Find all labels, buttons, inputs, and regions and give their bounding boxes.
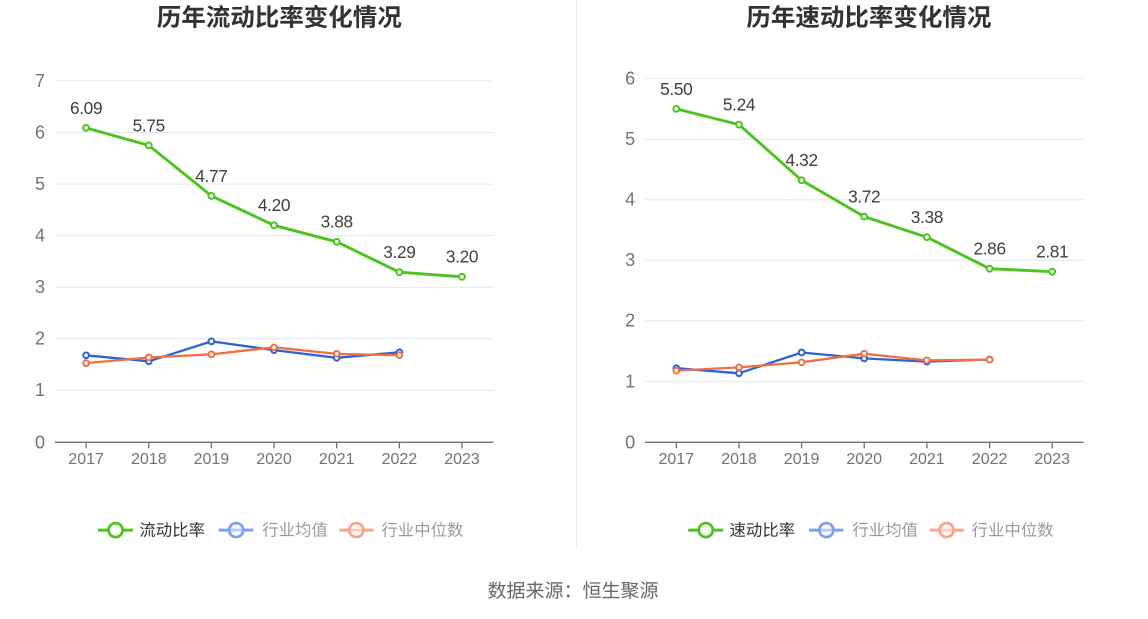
svg-text:4: 4: [35, 226, 45, 246]
svg-text:3: 3: [625, 250, 635, 270]
svg-text:5.24: 5.24: [723, 95, 756, 115]
svg-text:3.38: 3.38: [911, 207, 943, 227]
svg-text:2018: 2018: [131, 451, 167, 468]
svg-text:2: 2: [35, 329, 45, 349]
svg-text:4.32: 4.32: [785, 150, 817, 170]
svg-text:4.77: 4.77: [195, 166, 227, 186]
svg-text:2: 2: [625, 311, 635, 331]
svg-text:2.86: 2.86: [973, 239, 1005, 259]
svg-text:5: 5: [625, 129, 635, 149]
svg-text:3.72: 3.72: [848, 187, 880, 207]
svg-text:1: 1: [35, 380, 45, 400]
svg-text:3: 3: [35, 277, 45, 297]
svg-text:2022: 2022: [382, 451, 418, 468]
svg-text:1: 1: [625, 371, 635, 391]
svg-text:3.29: 3.29: [383, 242, 415, 262]
svg-text:4.20: 4.20: [258, 195, 290, 215]
svg-text:2019: 2019: [194, 451, 230, 468]
svg-text:2.81: 2.81: [1036, 242, 1068, 262]
svg-text:6.09: 6.09: [70, 98, 102, 118]
svg-text:0: 0: [35, 432, 45, 452]
svg-text:2018: 2018: [721, 451, 757, 468]
svg-text:3.88: 3.88: [321, 212, 353, 232]
svg-text:2017: 2017: [659, 451, 695, 468]
svg-text:2019: 2019: [784, 451, 820, 468]
svg-text:2020: 2020: [256, 451, 292, 468]
svg-text:4: 4: [625, 190, 635, 210]
svg-text:7: 7: [35, 71, 45, 91]
svg-text:0: 0: [625, 432, 635, 452]
svg-text:5.75: 5.75: [133, 115, 165, 135]
svg-text:2023: 2023: [1034, 451, 1070, 468]
svg-text:6: 6: [35, 123, 45, 143]
svg-text:3.20: 3.20: [446, 247, 478, 267]
svg-text:6: 6: [625, 69, 635, 89]
svg-text:5: 5: [35, 174, 45, 194]
svg-text:2021: 2021: [909, 451, 945, 468]
svg-text:2017: 2017: [68, 451, 104, 468]
svg-text:2020: 2020: [846, 451, 882, 468]
svg-text:2021: 2021: [319, 451, 355, 468]
svg-text:2022: 2022: [972, 451, 1008, 468]
svg-text:5.50: 5.50: [660, 79, 692, 99]
svg-text:2023: 2023: [444, 451, 480, 468]
